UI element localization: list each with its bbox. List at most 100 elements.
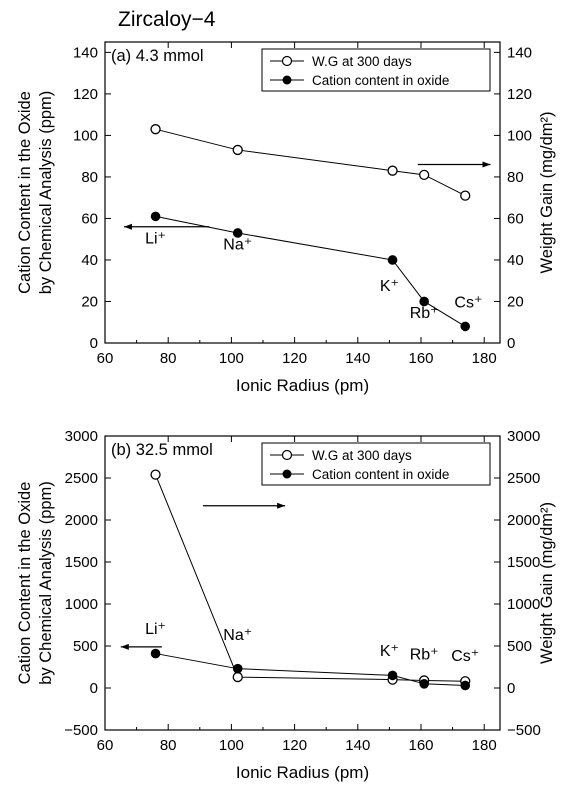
y-left-tick-label: 20	[81, 293, 98, 310]
legend-entry: Cation content in oxide	[312, 73, 449, 88]
x-tick-label: 60	[97, 350, 114, 367]
x-tick-label: 160	[408, 737, 433, 754]
data-point-open	[232, 671, 243, 683]
data-point-filled	[460, 680, 471, 691]
data-point-filled	[387, 255, 398, 265]
axis-arrow-head	[482, 161, 491, 168]
y-right-axis-label: Weight Gain (mg/dm²)	[538, 112, 556, 274]
data-point-filled	[387, 670, 398, 681]
series-line	[155, 128, 466, 197]
legend-marker-open	[281, 55, 293, 67]
y-left-tick-label: 80	[81, 169, 98, 186]
y-left-axis-label-line2: by Chemical Analysis (ppm)	[37, 481, 55, 685]
data-point-open	[232, 144, 243, 156]
legend-box	[261, 48, 491, 92]
cation-label: Cs⁺	[451, 648, 479, 665]
x-tick-label: 120	[282, 737, 307, 754]
cation-label: Rb⁺	[410, 305, 439, 322]
y-right-tick-label: 20	[507, 293, 524, 310]
y-left-tick-label: 1000	[65, 596, 98, 613]
y-left-tick-label: 3000	[65, 428, 98, 445]
y-right-axis-label: Weight Gain (mg/dm²)	[538, 502, 556, 664]
y-left-tick-label: 500	[73, 638, 98, 655]
y-right-tick-label: 100	[507, 127, 532, 144]
data-point-open	[419, 169, 430, 181]
legend-marker-filled	[282, 469, 292, 479]
y-right-tick-label: 1500	[507, 554, 540, 571]
data-point-filled	[232, 228, 243, 238]
axis-arrow-head	[123, 223, 132, 230]
y-left-tick-label: 60	[81, 210, 98, 227]
y-left-tick-label: 2000	[65, 512, 98, 529]
y-left-tick-label: 0	[90, 335, 98, 352]
x-axis-label: Ionic Radius (pm)	[236, 376, 369, 395]
legend-entry: W.G at 300 days	[312, 448, 412, 463]
y-right-tick-label: 500	[507, 638, 532, 655]
cation-label: Na⁺	[223, 237, 252, 254]
data-point-filled	[150, 648, 161, 659]
data-point-open	[150, 124, 161, 135]
cation-label: K⁺	[380, 643, 399, 660]
y-right-tick-label: 2500	[507, 470, 540, 487]
x-tick-label: 140	[345, 737, 370, 754]
figure-title: Zircaloy−4	[118, 8, 216, 31]
y-left-tick-label: 0	[90, 680, 98, 697]
panel-label: (b) 32.5 mmol	[111, 441, 213, 459]
x-tick-label: 80	[160, 350, 177, 367]
y-right-tick-label: 80	[507, 169, 524, 186]
y-right-tick-label: 60	[507, 210, 524, 227]
y-left-tick-label: 120	[73, 86, 98, 103]
data-point-open	[460, 190, 471, 201]
legend-marker-filled	[282, 75, 292, 85]
cation-label: Na⁺	[223, 627, 252, 644]
x-tick-label: 140	[345, 350, 370, 367]
cation-label: Cs⁺	[454, 295, 482, 312]
y-left-tick-label: −500	[64, 722, 98, 739]
data-point-filled	[460, 321, 471, 332]
data-point-open	[387, 165, 398, 176]
y-right-tick-label: 0	[507, 335, 515, 352]
y-right-tick-label: 140	[507, 44, 532, 61]
panel-label: (a) 4.3 mmol	[111, 47, 204, 65]
axis-arrow-head	[277, 502, 286, 509]
legend-box	[261, 442, 491, 486]
x-tick-label: 100	[219, 737, 244, 754]
y-left-tick-label: 40	[81, 252, 98, 269]
x-tick-label: 60	[97, 737, 114, 754]
y-right-tick-label: 40	[507, 252, 524, 269]
x-tick-label: 160	[408, 350, 433, 367]
y-right-tick-label: 2000	[507, 512, 540, 529]
data-point-filled	[419, 679, 429, 689]
legend-marker-open	[281, 449, 293, 461]
legend-entry: W.G at 300 days	[312, 54, 412, 69]
cation-label: Li⁺	[145, 621, 166, 638]
y-left-axis-label-line1: Cation Content in the Oxide	[16, 482, 34, 685]
data-point-filled	[150, 211, 161, 222]
cation-label: Rb⁺	[410, 646, 439, 663]
y-left-tick-label: 1500	[65, 554, 98, 571]
data-point-filled	[232, 663, 243, 674]
x-tick-label: 180	[472, 737, 497, 754]
y-left-tick-label: 140	[73, 44, 98, 61]
x-tick-label: 100	[219, 350, 244, 367]
plot-frame	[104, 435, 501, 731]
y-left-axis-label-line1: Cation Content in the Oxide	[16, 91, 34, 294]
data-point-open	[150, 469, 161, 480]
y-right-tick-label: 0	[507, 680, 515, 697]
data-point-filled	[419, 296, 429, 307]
x-tick-label: 80	[160, 737, 177, 754]
y-left-tick-label: 100	[73, 127, 98, 144]
y-left-axis-label-line2: by Chemical Analysis (ppm)	[37, 91, 55, 295]
y-right-tick-label: 1000	[507, 596, 540, 613]
y-right-tick-label: 3000	[507, 428, 540, 445]
x-tick-label: 180	[472, 350, 497, 367]
axis-arrow-head	[120, 643, 129, 650]
cation-label: Li⁺	[145, 230, 166, 247]
y-right-tick-label: −500	[507, 722, 541, 739]
y-right-tick-label: 120	[507, 86, 532, 103]
y-left-tick-label: 2500	[65, 470, 98, 487]
x-axis-label: Ionic Radius (pm)	[236, 763, 369, 782]
cation-label: K⁺	[380, 278, 399, 295]
x-tick-label: 120	[282, 350, 307, 367]
